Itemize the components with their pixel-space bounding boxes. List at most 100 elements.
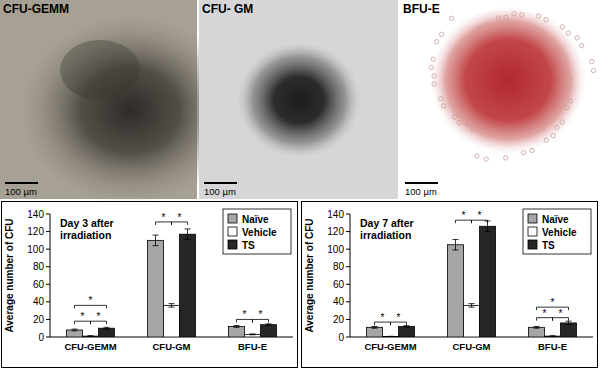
bar [180, 234, 196, 337]
error-cap [153, 235, 159, 236]
y-tick-label: 80 [33, 261, 45, 272]
bracket-end [268, 319, 269, 322]
bracket-end [90, 321, 91, 324]
canvas: CFU-GEMM100 µmCFU- GM100 µmBFU-E100 µmAv… [0, 0, 600, 369]
cell [429, 65, 433, 69]
cell [477, 26, 481, 30]
chart: Average number of CFU020406080100120140C… [302, 202, 598, 368]
cell [560, 25, 564, 29]
error-cap [185, 228, 191, 229]
error-cap [169, 303, 175, 304]
legend-label: TS [542, 240, 555, 251]
cell [521, 150, 525, 154]
cell [591, 68, 595, 72]
y-axis-label: Average number of CFU [4, 218, 15, 332]
error-bar [88, 335, 94, 337]
bracket-end [74, 321, 75, 324]
error-bar [534, 326, 540, 328]
chart-title: Day 7 after irradiation [360, 217, 432, 241]
error-line [455, 239, 456, 250]
error-bar [566, 321, 572, 325]
micrograph-panel: BFU-E100 µm [400, 0, 600, 199]
scale-bar-label: 100 µm [204, 186, 236, 197]
cell [449, 16, 453, 20]
significance-star: * [178, 212, 182, 223]
legend-swatch [528, 240, 537, 249]
cell [512, 12, 516, 16]
bracket-end [171, 222, 172, 225]
colony [237, 42, 361, 158]
error-cap [372, 328, 378, 329]
bar [383, 336, 399, 337]
scale-bar-label: 100 µm [5, 186, 37, 197]
y-tick [346, 266, 350, 267]
x-tick-label: BFU-E [538, 341, 567, 352]
y-tick-label: 80 [333, 261, 345, 272]
chart-title: Day 3 after irradiation [60, 217, 132, 241]
y-tick-label: 120 [27, 226, 44, 237]
cell [431, 57, 435, 61]
panel-label: CFU-GEMM [3, 2, 69, 16]
scale-bar [5, 182, 38, 184]
y-tick-label: 120 [327, 226, 344, 237]
chart: Average number of CFU020406080100120140C… [2, 202, 298, 368]
cell [504, 156, 508, 160]
y-tick [346, 284, 350, 285]
error-cap [453, 239, 459, 240]
error-cap [234, 325, 240, 326]
cell [475, 154, 479, 158]
bar [529, 327, 545, 337]
y-tick [346, 214, 350, 215]
micrograph-panel: CFU- GM 100 µm [199, 0, 398, 199]
bracket-end [252, 319, 253, 322]
y-tick [46, 249, 50, 250]
bracket-end [74, 305, 75, 308]
bracket-end [390, 322, 391, 325]
significance-star: * [462, 210, 466, 221]
error-cap [72, 330, 78, 331]
error-cap [266, 325, 272, 326]
significance-star: * [559, 308, 563, 319]
cell [530, 148, 534, 152]
bracket-end [171, 222, 172, 225]
error-cap [404, 325, 410, 326]
photo-background [400, 0, 600, 199]
panel-label: CFU- GM [202, 2, 253, 16]
y-tick [46, 284, 50, 285]
chart-frame [302, 202, 598, 368]
y-tick [46, 231, 50, 232]
cell [555, 125, 559, 129]
bracket-end [236, 319, 237, 322]
y-tick-label: 100 [327, 244, 344, 255]
error-cap [250, 334, 256, 335]
figure: CFU-GEMM100 µmCFU- GM100 µmBFU-E100 µmAv… [0, 0, 600, 369]
cell [579, 43, 583, 47]
bar [67, 330, 83, 337]
error-bar [72, 329, 78, 331]
cell [566, 31, 570, 35]
bar [480, 226, 496, 337]
cell [560, 120, 564, 124]
error-cap [404, 327, 410, 328]
y-tick-label: 20 [33, 314, 45, 325]
cell [504, 15, 508, 19]
bar [561, 323, 577, 337]
y-tick-label: 0 [38, 332, 44, 343]
error-cap [566, 324, 572, 325]
error-cap [72, 329, 78, 330]
y-tick [346, 337, 350, 338]
bar [83, 336, 99, 337]
y-tick [346, 249, 350, 250]
legend-box [223, 209, 291, 254]
y-tick-label: 140 [27, 209, 44, 220]
bracket-end [552, 318, 553, 321]
scale-bar-label: 100 µm [405, 186, 437, 197]
y-tick [346, 319, 350, 320]
significance-star: * [243, 309, 247, 320]
bar [367, 327, 383, 337]
error-cap [550, 335, 556, 336]
error-cap [566, 321, 572, 322]
error-cap [534, 326, 540, 327]
error-cap [104, 329, 110, 330]
error-bar [388, 336, 394, 337]
